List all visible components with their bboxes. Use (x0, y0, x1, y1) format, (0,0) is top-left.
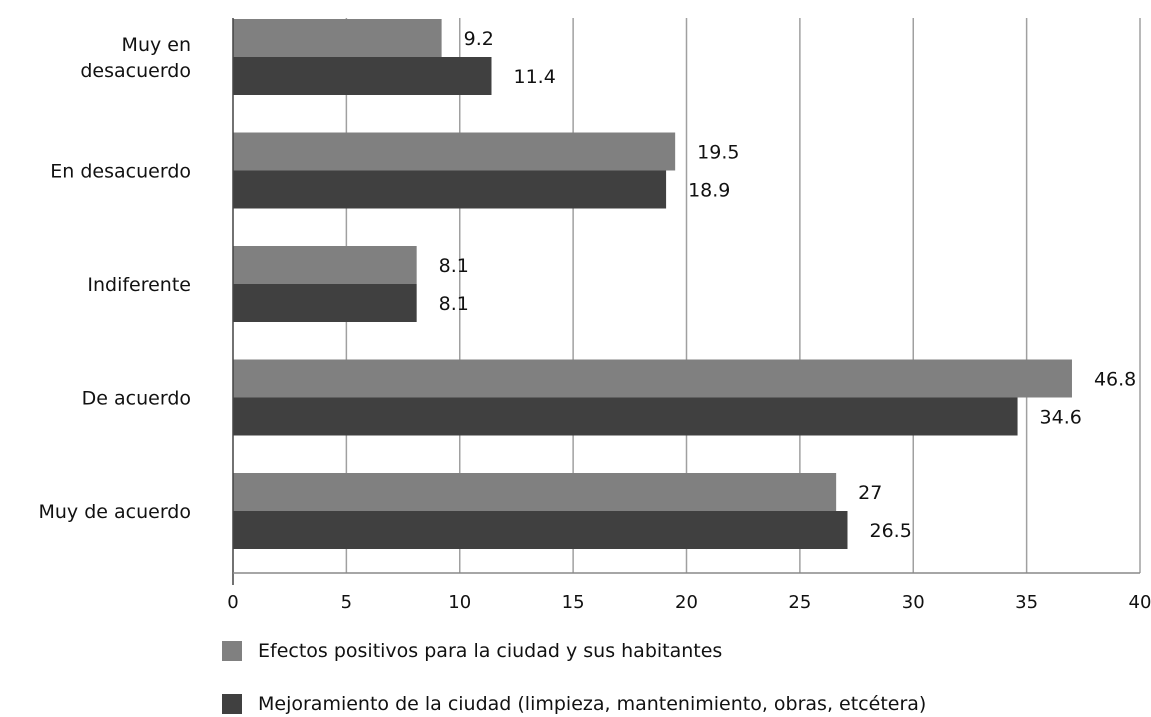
bars (233, 19, 1072, 549)
legend-label-efectos: Efectos positivos para la ciudad y sus h… (258, 640, 723, 662)
gridlines (345, 18, 1141, 573)
x-tick-label-5: 5 (341, 592, 352, 613)
data-label-s2-c2: 18.9 (688, 180, 730, 202)
legend-label-mejoramiento: Mejoramiento de la ciudad (limpieza, man… (258, 693, 927, 715)
x-tick-label-40: 40 (1129, 592, 1151, 613)
legend-item-efectos: Efectos positivos para la ciudad y sus h… (222, 640, 722, 662)
data-label-s2-c5: 26.5 (869, 520, 911, 542)
data-label-s2-c1: 11.4 (513, 66, 555, 88)
data-label-s2-c3: 8.1 (439, 293, 469, 315)
bar-s1-c4 (233, 359, 1072, 398)
bar-s1-c1 (233, 19, 442, 57)
bar-s2-c3 (233, 284, 417, 322)
category-label-3: Indiferente (87, 274, 191, 296)
axes: 0 5 10 15 20 25 30 35 40 (227, 18, 1151, 613)
category-label-4: De acuerdo (82, 388, 191, 410)
category-label-1-line-2: desacuerdo (80, 60, 191, 82)
labels: 9.2 11.4 Muy en desacuerdo 19.5 18.9 En desacu… (39, 28, 1137, 542)
bar-s2-c2 (233, 170, 667, 209)
x-tick-label-25: 25 (788, 592, 811, 613)
x-tick-label-10: 10 (448, 592, 471, 613)
data-label-s1-c3: 8.1 (439, 255, 469, 277)
x-tick-label-0: 0 (227, 592, 238, 613)
category-label-5: Muy de acuerdo (39, 501, 192, 523)
data-label-s1-c5: 27 (858, 482, 882, 504)
bar-s2-c5 (233, 511, 848, 549)
bar-s1-c2 (233, 132, 676, 171)
legend-swatch-efectos (222, 641, 242, 661)
x-tick-label-30: 30 (902, 592, 925, 613)
legend-swatch-mejoramiento (222, 694, 242, 714)
category-label-1-line-1: Muy en (122, 34, 191, 56)
bar-s1-c5 (233, 473, 837, 511)
bar-s2-c4 (233, 397, 1018, 436)
bar-s1-c3 (233, 246, 417, 284)
x-tick-label-15: 15 (562, 592, 585, 613)
data-label-s1-c4: 46.8 (1094, 369, 1136, 391)
bar-s2-c1 (233, 57, 492, 95)
category-label-2: En desacuerdo (50, 161, 191, 183)
legend-item-mejoramiento: Mejoramiento de la ciudad (limpieza, man… (222, 693, 926, 715)
data-label-s2-c4: 34.6 (1040, 407, 1082, 429)
data-label-s1-c2: 19.5 (697, 142, 739, 164)
x-tick-label-20: 20 (675, 592, 698, 613)
data-label-s1-c1: 9.2 (464, 28, 494, 50)
x-tick-label-35: 35 (1015, 592, 1038, 613)
